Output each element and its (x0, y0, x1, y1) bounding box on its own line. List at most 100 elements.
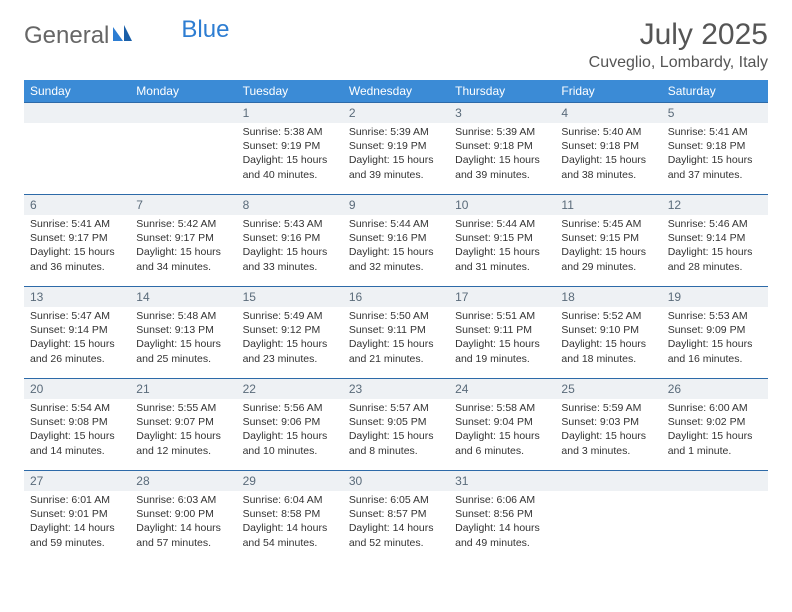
sunrise-text: Sunrise: 5:56 AM (243, 401, 337, 415)
sunset-text: Sunset: 8:57 PM (349, 507, 443, 521)
sunrise-text: Sunrise: 5:43 AM (243, 217, 337, 231)
day-number: 12 (662, 195, 768, 215)
cell-content: Sunrise: 5:59 AMSunset: 9:03 PMDaylight:… (555, 399, 661, 462)
daylight-text: Daylight: 14 hours and 54 minutes. (243, 521, 337, 549)
cell-content: Sunrise: 5:51 AMSunset: 9:11 PMDaylight:… (449, 307, 555, 370)
sunset-text: Sunset: 9:14 PM (30, 323, 124, 337)
cell-content: Sunrise: 5:54 AMSunset: 9:08 PMDaylight:… (24, 399, 130, 462)
sunrise-text: Sunrise: 5:44 AM (455, 217, 549, 231)
sunrise-text: Sunrise: 5:45 AM (561, 217, 655, 231)
calendar-cell: 8Sunrise: 5:43 AMSunset: 9:16 PMDaylight… (237, 195, 343, 287)
sunset-text: Sunset: 9:18 PM (455, 139, 549, 153)
calendar-cell: 11Sunrise: 5:45 AMSunset: 9:15 PMDayligh… (555, 195, 661, 287)
calendar-cell: 28Sunrise: 6:03 AMSunset: 9:00 PMDayligh… (130, 471, 236, 563)
sunrise-text: Sunrise: 5:52 AM (561, 309, 655, 323)
calendar-cell: 24Sunrise: 5:58 AMSunset: 9:04 PMDayligh… (449, 379, 555, 471)
cell-content: Sunrise: 5:38 AMSunset: 9:19 PMDaylight:… (237, 123, 343, 186)
calendar-cell: 26Sunrise: 6:00 AMSunset: 9:02 PMDayligh… (662, 379, 768, 471)
logo: General Blue (24, 22, 229, 50)
calendar-cell: 20Sunrise: 5:54 AMSunset: 9:08 PMDayligh… (24, 379, 130, 471)
day-number: 14 (130, 287, 236, 307)
cell-content: Sunrise: 5:46 AMSunset: 9:14 PMDaylight:… (662, 215, 768, 278)
calendar-cell: 5Sunrise: 5:41 AMSunset: 9:18 PMDaylight… (662, 103, 768, 195)
dow-wednesday: Wednesday (343, 80, 449, 103)
day-number: 6 (24, 195, 130, 215)
day-number: 28 (130, 471, 236, 491)
daylight-text: Daylight: 15 hours and 38 minutes. (561, 153, 655, 181)
day-number: 3 (449, 103, 555, 123)
calendar-cell: 6Sunrise: 5:41 AMSunset: 9:17 PMDaylight… (24, 195, 130, 287)
calendar-table: Sunday Monday Tuesday Wednesday Thursday… (24, 80, 768, 563)
logo-text-general: General (24, 22, 109, 50)
calendar-cell: 18Sunrise: 5:52 AMSunset: 9:10 PMDayligh… (555, 287, 661, 379)
daylight-text: Daylight: 15 hours and 39 minutes. (455, 153, 549, 181)
day-number: 1 (237, 103, 343, 123)
sunrise-text: Sunrise: 5:55 AM (136, 401, 230, 415)
cell-content: Sunrise: 6:05 AMSunset: 8:57 PMDaylight:… (343, 491, 449, 554)
sunrise-text: Sunrise: 5:38 AM (243, 125, 337, 139)
calendar-cell: 14Sunrise: 5:48 AMSunset: 9:13 PMDayligh… (130, 287, 236, 379)
daylight-text: Daylight: 15 hours and 37 minutes. (668, 153, 762, 181)
day-number: 30 (343, 471, 449, 491)
daylight-text: Daylight: 15 hours and 39 minutes. (349, 153, 443, 181)
daylight-text: Daylight: 14 hours and 49 minutes. (455, 521, 549, 549)
week-row: 13Sunrise: 5:47 AMSunset: 9:14 PMDayligh… (24, 287, 768, 379)
sunset-text: Sunset: 9:18 PM (561, 139, 655, 153)
daylight-text: Daylight: 15 hours and 33 minutes. (243, 245, 337, 273)
daylight-text: Daylight: 15 hours and 29 minutes. (561, 245, 655, 273)
daylight-text: Daylight: 14 hours and 52 minutes. (349, 521, 443, 549)
daylight-text: Daylight: 15 hours and 10 minutes. (243, 429, 337, 457)
cell-content: Sunrise: 6:04 AMSunset: 8:58 PMDaylight:… (237, 491, 343, 554)
sunrise-text: Sunrise: 5:39 AM (455, 125, 549, 139)
sunrise-text: Sunrise: 5:41 AM (30, 217, 124, 231)
cell-content: Sunrise: 5:44 AMSunset: 9:16 PMDaylight:… (343, 215, 449, 278)
sunrise-text: Sunrise: 5:51 AM (455, 309, 549, 323)
cell-content: Sunrise: 6:00 AMSunset: 9:02 PMDaylight:… (662, 399, 768, 462)
day-number: 10 (449, 195, 555, 215)
cell-content: Sunrise: 5:41 AMSunset: 9:17 PMDaylight:… (24, 215, 130, 278)
sunrise-text: Sunrise: 5:59 AM (561, 401, 655, 415)
calendar-cell: 9Sunrise: 5:44 AMSunset: 9:16 PMDaylight… (343, 195, 449, 287)
sunrise-text: Sunrise: 5:49 AM (243, 309, 337, 323)
calendar-cell (24, 103, 130, 195)
day-number: 4 (555, 103, 661, 123)
sunset-text: Sunset: 9:16 PM (349, 231, 443, 245)
day-number: 23 (343, 379, 449, 399)
cell-content: Sunrise: 5:52 AMSunset: 9:10 PMDaylight:… (555, 307, 661, 370)
day-number: 2 (343, 103, 449, 123)
day-number: 29 (237, 471, 343, 491)
daylight-text: Daylight: 15 hours and 36 minutes. (30, 245, 124, 273)
daylight-text: Daylight: 15 hours and 32 minutes. (349, 245, 443, 273)
calendar-cell: 16Sunrise: 5:50 AMSunset: 9:11 PMDayligh… (343, 287, 449, 379)
day-number-empty (555, 471, 661, 491)
dow-thursday: Thursday (449, 80, 555, 103)
daylight-text: Daylight: 15 hours and 8 minutes. (349, 429, 443, 457)
sunrise-text: Sunrise: 5:54 AM (30, 401, 124, 415)
week-row: 27Sunrise: 6:01 AMSunset: 9:01 PMDayligh… (24, 471, 768, 563)
sunset-text: Sunset: 9:07 PM (136, 415, 230, 429)
sunset-text: Sunset: 8:56 PM (455, 507, 549, 521)
sunset-text: Sunset: 8:58 PM (243, 507, 337, 521)
sunrise-text: Sunrise: 5:53 AM (668, 309, 762, 323)
sunrise-text: Sunrise: 5:39 AM (349, 125, 443, 139)
daylight-text: Daylight: 15 hours and 18 minutes. (561, 337, 655, 365)
calendar-cell: 4Sunrise: 5:40 AMSunset: 9:18 PMDaylight… (555, 103, 661, 195)
sunset-text: Sunset: 9:12 PM (243, 323, 337, 337)
cell-content: Sunrise: 6:01 AMSunset: 9:01 PMDaylight:… (24, 491, 130, 554)
dow-friday: Friday (555, 80, 661, 103)
sunset-text: Sunset: 9:14 PM (668, 231, 762, 245)
cell-content: Sunrise: 5:40 AMSunset: 9:18 PMDaylight:… (555, 123, 661, 186)
daylight-text: Daylight: 15 hours and 28 minutes. (668, 245, 762, 273)
daylight-text: Daylight: 15 hours and 14 minutes. (30, 429, 124, 457)
cell-content: Sunrise: 6:03 AMSunset: 9:00 PMDaylight:… (130, 491, 236, 554)
sunset-text: Sunset: 9:10 PM (561, 323, 655, 337)
calendar-cell: 31Sunrise: 6:06 AMSunset: 8:56 PMDayligh… (449, 471, 555, 563)
location-label: Cuveglio, Lombardy, Italy (589, 54, 768, 72)
sunrise-text: Sunrise: 6:01 AM (30, 493, 124, 507)
calendar-cell (555, 471, 661, 563)
day-number: 18 (555, 287, 661, 307)
calendar-cell: 10Sunrise: 5:44 AMSunset: 9:15 PMDayligh… (449, 195, 555, 287)
cell-content: Sunrise: 5:42 AMSunset: 9:17 PMDaylight:… (130, 215, 236, 278)
calendar-cell: 7Sunrise: 5:42 AMSunset: 9:17 PMDaylight… (130, 195, 236, 287)
calendar-cell: 2Sunrise: 5:39 AMSunset: 9:19 PMDaylight… (343, 103, 449, 195)
